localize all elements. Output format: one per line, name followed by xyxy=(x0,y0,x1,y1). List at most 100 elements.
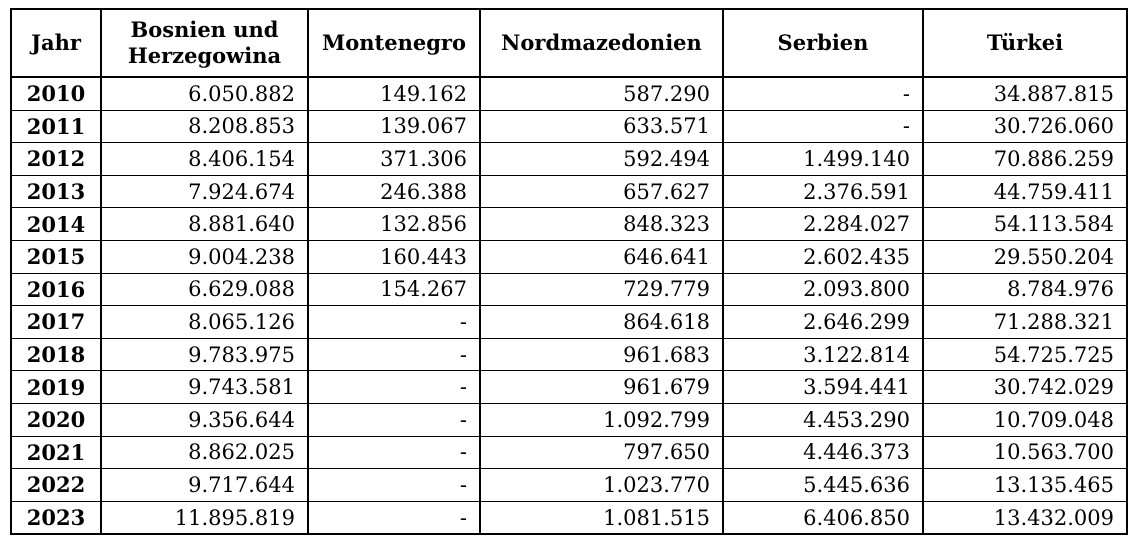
value-cell: 1.081.515 xyxy=(479,500,724,535)
value-cell: 8.406.154 xyxy=(100,142,309,176)
value-cell: 4.453.290 xyxy=(722,402,924,437)
value-cell: 9.004.238 xyxy=(100,239,309,274)
value-cell: 132.856 xyxy=(307,207,481,241)
value-cell: 2.646.299 xyxy=(722,305,924,339)
year-cell: 2018 xyxy=(10,337,102,372)
value-cell: 246.388 xyxy=(307,174,481,209)
column-header-tuerkei: Türkei xyxy=(922,8,1128,78)
value-cell: 1.023.770 xyxy=(479,468,724,502)
year-cell: 2016 xyxy=(10,272,102,307)
table-row: 2018 9.783.975 - 961.683 3.122.814 54.72… xyxy=(10,337,1128,372)
table-row: 2010 6.050.882 149.162 587.290 - 34.887.… xyxy=(10,76,1128,111)
value-cell: - xyxy=(722,109,924,144)
column-header-jahr: Jahr xyxy=(10,8,102,78)
value-cell: - xyxy=(722,76,924,111)
value-cell: 1.092.799 xyxy=(479,402,724,437)
value-cell: 3.594.441 xyxy=(722,370,924,404)
value-cell: 54.113.584 xyxy=(922,207,1128,241)
value-cell: 44.759.411 xyxy=(922,174,1128,209)
value-cell: 4.446.373 xyxy=(722,435,924,470)
value-cell: 5.445.636 xyxy=(722,468,924,502)
value-cell: 70.886.259 xyxy=(922,142,1128,176)
value-cell: 1.499.140 xyxy=(722,142,924,176)
table-row: 2015 9.004.238 160.443 646.641 2.602.435… xyxy=(10,239,1128,274)
table-row: 2021 8.862.025 - 797.650 4.446.373 10.56… xyxy=(10,435,1128,470)
table-row: 2020 9.356.644 - 1.092.799 4.453.290 10.… xyxy=(10,402,1128,437)
table-row: 2013 7.924.674 246.388 657.627 2.376.591… xyxy=(10,174,1128,209)
value-cell: 29.550.204 xyxy=(922,239,1128,274)
value-cell: 848.323 xyxy=(479,207,724,241)
year-cell: 2019 xyxy=(10,370,102,404)
year-cell: 2012 xyxy=(10,142,102,176)
value-cell: 13.432.009 xyxy=(922,500,1128,535)
value-cell: 139.067 xyxy=(307,109,481,144)
value-cell: 9.743.581 xyxy=(100,370,309,404)
value-cell: - xyxy=(307,435,481,470)
value-cell: 8.862.025 xyxy=(100,435,309,470)
table-row: 2017 8.065.126 - 864.618 2.646.299 71.28… xyxy=(10,305,1128,339)
value-cell: 8.784.976 xyxy=(922,272,1128,307)
year-cell: 2021 xyxy=(10,435,102,470)
value-cell: 633.571 xyxy=(479,109,724,144)
value-cell: 8.208.853 xyxy=(100,109,309,144)
value-cell: 797.650 xyxy=(479,435,724,470)
year-cell: 2011 xyxy=(10,109,102,144)
value-cell: - xyxy=(307,468,481,502)
year-cell: 2010 xyxy=(10,76,102,111)
value-cell: - xyxy=(307,402,481,437)
value-cell: 592.494 xyxy=(479,142,724,176)
table-row: 2019 9.743.581 - 961.679 3.594.441 30.74… xyxy=(10,370,1128,404)
value-cell: 30.726.060 xyxy=(922,109,1128,144)
value-cell: 10.563.700 xyxy=(922,435,1128,470)
value-cell: - xyxy=(307,305,481,339)
value-cell: 13.135.465 xyxy=(922,468,1128,502)
value-cell: 2.376.591 xyxy=(722,174,924,209)
value-cell: - xyxy=(307,500,481,535)
value-cell: 729.779 xyxy=(479,272,724,307)
column-header-serbien: Serbien xyxy=(722,8,924,78)
value-cell: 154.267 xyxy=(307,272,481,307)
value-cell: 657.627 xyxy=(479,174,724,209)
value-cell: 6.406.850 xyxy=(722,500,924,535)
year-cell: 2017 xyxy=(10,305,102,339)
table-row: 2016 6.629.088 154.267 729.779 2.093.800… xyxy=(10,272,1128,307)
table-row: 2011 8.208.853 139.067 633.571 - 30.726.… xyxy=(10,109,1128,144)
table-container: Jahr Bosnien und Herzegowina Montenegro … xyxy=(10,8,1128,536)
value-cell: 2.602.435 xyxy=(722,239,924,274)
value-cell: 160.443 xyxy=(307,239,481,274)
value-cell: 30.742.029 xyxy=(922,370,1128,404)
value-cell: 71.288.321 xyxy=(922,305,1128,339)
column-header-nordmazedonien: Nordmazedonien xyxy=(479,8,724,78)
value-cell: 961.679 xyxy=(479,370,724,404)
table-row: 2023 11.895.819 - 1.081.515 6.406.850 13… xyxy=(10,500,1128,535)
value-cell: 9.356.644 xyxy=(100,402,309,437)
data-table: Jahr Bosnien und Herzegowina Montenegro … xyxy=(10,8,1128,536)
value-cell: 149.162 xyxy=(307,76,481,111)
year-cell: 2023 xyxy=(10,500,102,535)
table-row: 2022 9.717.644 - 1.023.770 5.445.636 13.… xyxy=(10,468,1128,502)
value-cell: 6.629.088 xyxy=(100,272,309,307)
value-cell: 10.709.048 xyxy=(922,402,1128,437)
value-cell: 7.924.674 xyxy=(100,174,309,209)
value-cell: 11.895.819 xyxy=(100,500,309,535)
value-cell: 8.881.640 xyxy=(100,207,309,241)
year-cell: 2015 xyxy=(10,239,102,274)
value-cell: 8.065.126 xyxy=(100,305,309,339)
value-cell: 54.725.725 xyxy=(922,337,1128,372)
value-cell: - xyxy=(307,370,481,404)
value-cell: 371.306 xyxy=(307,142,481,176)
year-cell: 2013 xyxy=(10,174,102,209)
value-cell: 6.050.882 xyxy=(100,76,309,111)
value-cell: 3.122.814 xyxy=(722,337,924,372)
value-cell: 34.887.815 xyxy=(922,76,1128,111)
value-cell: - xyxy=(307,337,481,372)
column-header-montenegro: Montenegro xyxy=(307,8,481,78)
header-row: Jahr Bosnien und Herzegowina Montenegro … xyxy=(10,8,1128,78)
year-cell: 2020 xyxy=(10,402,102,437)
value-cell: 9.717.644 xyxy=(100,468,309,502)
value-cell: 587.290 xyxy=(479,76,724,111)
year-cell: 2014 xyxy=(10,207,102,241)
value-cell: 864.618 xyxy=(479,305,724,339)
column-header-bosnien-und-herzegowina: Bosnien und Herzegowina xyxy=(100,8,309,78)
value-cell: 2.284.027 xyxy=(722,207,924,241)
